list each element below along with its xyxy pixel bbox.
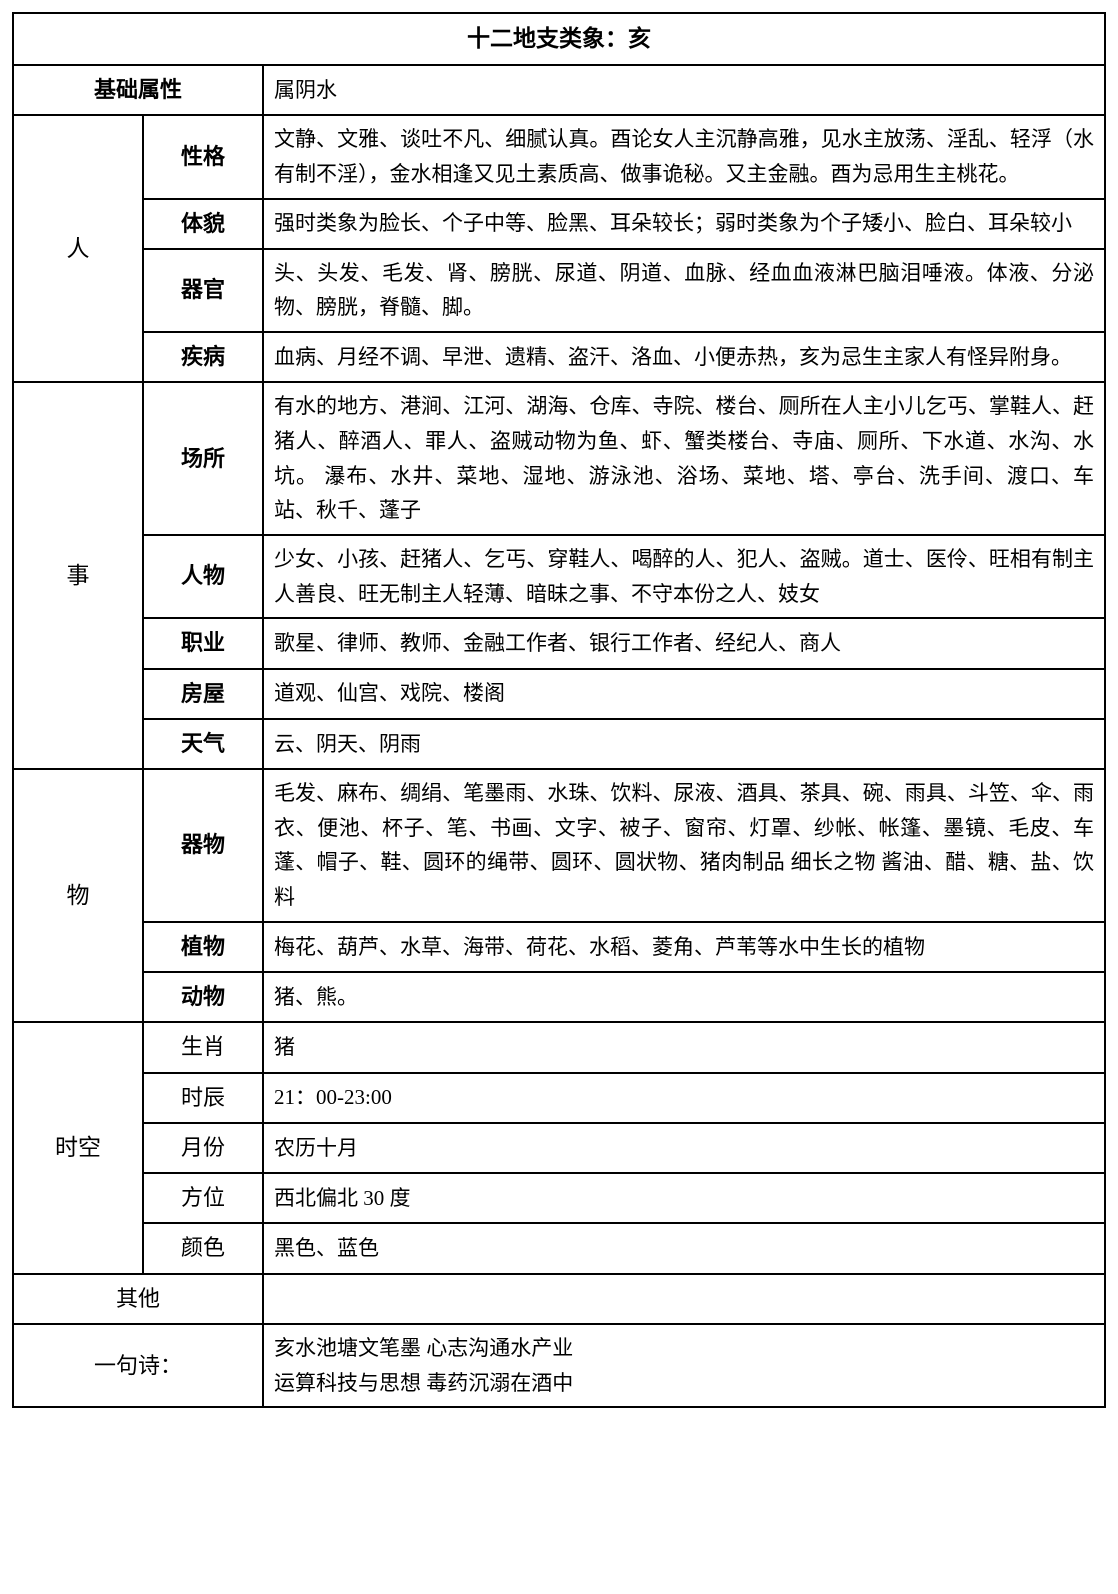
sub-place: 场所 (143, 382, 263, 535)
table-row: 一句诗： 亥水池塘文笔墨 心志沟通水产业 运算科技与思想 毒药沉溺在酒中 (13, 1324, 1105, 1407)
category-person: 人 (13, 115, 143, 382)
sub-disease: 疾病 (143, 332, 263, 382)
table-row: 人物 少女、小孩、赶猪人、乞丐、穿鞋人、喝醉的人、犯人、盗贼。道士、医伶、旺相有… (13, 535, 1105, 618)
sub-weather: 天气 (143, 719, 263, 769)
table-row: 方位 西北偏北 30 度 (13, 1173, 1105, 1223)
table-row: 基础属性 属阴水 (13, 65, 1105, 115)
sub-color: 颜色 (143, 1223, 263, 1273)
table-row: 十二地支类象：亥 (13, 13, 1105, 65)
table-row: 时辰 21：00-23:00 (13, 1073, 1105, 1123)
table-row: 月份 农历十月 (13, 1123, 1105, 1173)
other-value (263, 1274, 1105, 1324)
category-things: 物 (13, 769, 143, 1022)
category-spacetime: 时空 (13, 1022, 143, 1273)
val-weather: 云、阴天、阴雨 (263, 719, 1105, 769)
basic-attr-label: 基础属性 (13, 65, 263, 115)
sub-plants: 植物 (143, 922, 263, 972)
table-row: 器官 头、头发、毛发、肾、膀胱、尿道、阴道、血脉、经血血液淋巴脑泪唾液。体液、分… (13, 249, 1105, 332)
sub-house: 房屋 (143, 669, 263, 719)
sub-appearance: 体貌 (143, 199, 263, 249)
sub-animals: 动物 (143, 972, 263, 1022)
table-row: 人 性格 文静、文雅、谈吐不凡、细腻认真。酉论女人主沉静高雅，见水主放荡、淫乱、… (13, 115, 1105, 198)
table-row: 时空 生肖 猪 (13, 1022, 1105, 1072)
table-row: 动物 猪、熊。 (13, 972, 1105, 1022)
table-row: 天气 云、阴天、阴雨 (13, 719, 1105, 769)
val-month: 农历十月 (263, 1123, 1105, 1173)
poem-label: 一句诗： (13, 1324, 263, 1407)
earthly-branch-table: 十二地支类象：亥 基础属性 属阴水 人 性格 文静、文雅、谈吐不凡、细腻认真。酉… (12, 12, 1106, 1408)
val-place: 有水的地方、港涧、江河、湖海、仓库、寺院、楼台、厕所在人主小儿乞丐、掌鞋人、赶猪… (263, 382, 1105, 535)
val-color: 黑色、蓝色 (263, 1223, 1105, 1273)
sub-organs: 器官 (143, 249, 263, 332)
sub-personality: 性格 (143, 115, 263, 198)
val-organs: 头、头发、毛发、肾、膀胱、尿道、阴道、血脉、经血血液淋巴脑泪唾液。体液、分泌物、… (263, 249, 1105, 332)
table-row: 疾病 血病、月经不调、早泄、遗精、盗汗、洛血、小便赤热，亥为忌生主家人有怪异附身… (13, 332, 1105, 382)
table-row: 植物 梅花、葫芦、水草、海带、荷花、水稻、菱角、芦苇等水中生长的植物 (13, 922, 1105, 972)
val-hour: 21：00-23:00 (263, 1073, 1105, 1123)
val-plants: 梅花、葫芦、水草、海带、荷花、水稻、菱角、芦苇等水中生长的植物 (263, 922, 1105, 972)
sub-objects: 器物 (143, 769, 263, 922)
val-disease: 血病、月经不调、早泄、遗精、盗汗、洛血、小便赤热，亥为忌生主家人有怪异附身。 (263, 332, 1105, 382)
val-animals: 猪、熊。 (263, 972, 1105, 1022)
category-affairs: 事 (13, 382, 143, 769)
page-title: 十二地支类象：亥 (13, 13, 1105, 65)
poem-line-2: 运算科技与思想 毒药沉溺在酒中 (274, 1366, 1094, 1401)
val-appearance: 强时类象为脸长、个子中等、脸黑、耳朵较长；弱时类象为个子矮小、脸白、耳朵较小 (263, 199, 1105, 249)
sub-occupation: 职业 (143, 618, 263, 668)
sub-hour: 时辰 (143, 1073, 263, 1123)
table-row: 其他 (13, 1274, 1105, 1324)
table-row: 物 器物 毛发、麻布、绸绢、笔墨雨、水珠、饮料、尿液、酒具、茶具、碗、雨具、斗笠… (13, 769, 1105, 922)
val-direction: 西北偏北 30 度 (263, 1173, 1105, 1223)
table-row: 体貌 强时类象为脸长、个子中等、脸黑、耳朵较长；弱时类象为个子矮小、脸白、耳朵较… (13, 199, 1105, 249)
val-house: 道观、仙宫、戏院、楼阁 (263, 669, 1105, 719)
val-people: 少女、小孩、赶猪人、乞丐、穿鞋人、喝醉的人、犯人、盗贼。道士、医伶、旺相有制主人… (263, 535, 1105, 618)
val-zodiac: 猪 (263, 1022, 1105, 1072)
sub-month: 月份 (143, 1123, 263, 1173)
table-row: 颜色 黑色、蓝色 (13, 1223, 1105, 1273)
val-occupation: 歌星、律师、教师、金融工作者、银行工作者、经纪人、商人 (263, 618, 1105, 668)
val-personality: 文静、文雅、谈吐不凡、细腻认真。酉论女人主沉静高雅，见水主放荡、淫乱、轻浮（水有… (263, 115, 1105, 198)
sub-zodiac: 生肖 (143, 1022, 263, 1072)
table-row: 房屋 道观、仙宫、戏院、楼阁 (13, 669, 1105, 719)
basic-attr-value: 属阴水 (263, 65, 1105, 115)
table-row: 职业 歌星、律师、教师、金融工作者、银行工作者、经纪人、商人 (13, 618, 1105, 668)
other-label: 其他 (13, 1274, 263, 1324)
sub-people: 人物 (143, 535, 263, 618)
table-row: 事 场所 有水的地方、港涧、江河、湖海、仓库、寺院、楼台、厕所在人主小儿乞丐、掌… (13, 382, 1105, 535)
val-objects: 毛发、麻布、绸绢、笔墨雨、水珠、饮料、尿液、酒具、茶具、碗、雨具、斗笠、伞、雨衣… (263, 769, 1105, 922)
poem-line-1: 亥水池塘文笔墨 心志沟通水产业 (274, 1331, 1094, 1366)
sub-direction: 方位 (143, 1173, 263, 1223)
poem-value: 亥水池塘文笔墨 心志沟通水产业 运算科技与思想 毒药沉溺在酒中 (263, 1324, 1105, 1407)
